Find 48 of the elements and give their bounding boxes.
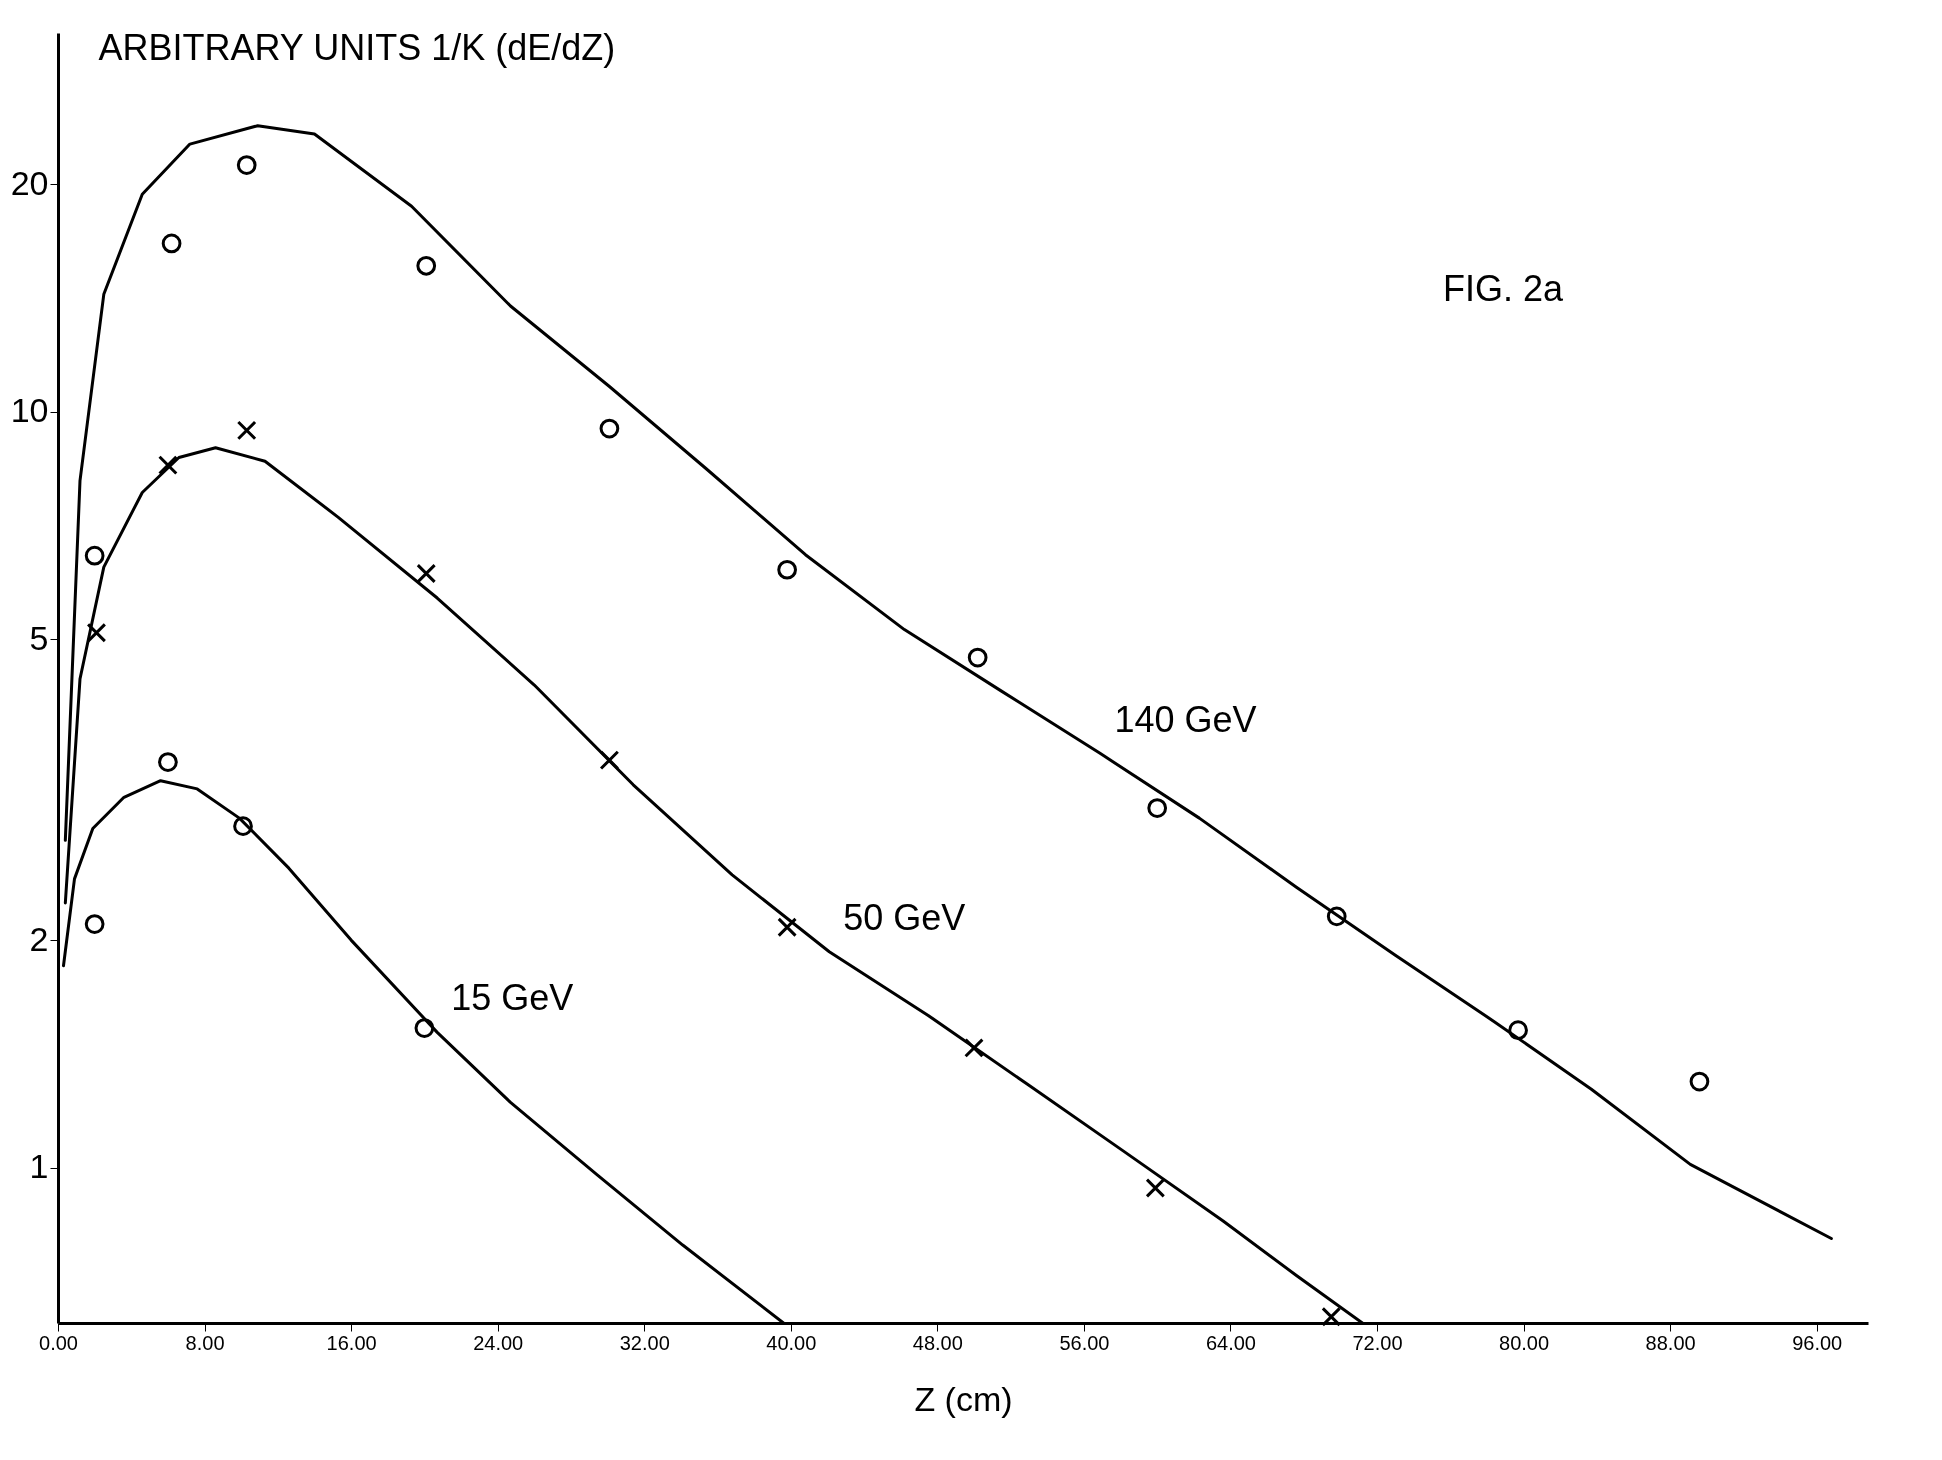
point xyxy=(967,647,988,668)
x-tick-label: 32.00 xyxy=(619,1331,670,1354)
x-tick-label: 8.00 xyxy=(185,1331,225,1354)
point xyxy=(84,545,105,566)
point xyxy=(777,559,797,580)
series-label: 50 GeV xyxy=(843,896,966,938)
y-tick-label: 5 xyxy=(29,618,49,657)
point xyxy=(1321,1306,1342,1327)
x-tick-label: 96.00 xyxy=(1792,1331,1843,1354)
x-axis-title: Z (cm) xyxy=(914,1379,1013,1418)
y-tick-label: 20 xyxy=(10,163,49,202)
x-tick-label: 72.00 xyxy=(1352,1331,1403,1354)
point xyxy=(777,917,797,938)
x-tick-label: 88.00 xyxy=(1645,1331,1696,1354)
point xyxy=(84,914,105,934)
point xyxy=(1689,1071,1710,1092)
point xyxy=(233,816,253,836)
point xyxy=(599,418,620,439)
point xyxy=(599,750,620,771)
x-tick-label: 16.00 xyxy=(326,1331,377,1354)
y-axis-title: ARBITRARY UNITS 1/K (dE/dZ) xyxy=(98,26,616,68)
point xyxy=(964,1038,984,1058)
point xyxy=(158,752,178,772)
point xyxy=(1147,798,1168,818)
point xyxy=(416,255,437,276)
point xyxy=(1326,906,1347,927)
y-tick-label: 1 xyxy=(29,1147,49,1186)
y-tick-label: 2 xyxy=(29,919,49,958)
point xyxy=(158,455,178,475)
point xyxy=(236,155,257,175)
annotation: FIG. 2a xyxy=(1442,268,1564,309)
point xyxy=(86,622,107,643)
x-tick-label: 24.00 xyxy=(473,1331,524,1354)
point xyxy=(1145,1178,1166,1198)
x-tick-label: 56.00 xyxy=(1059,1331,1110,1354)
x-tick-label: 48.00 xyxy=(912,1331,963,1354)
x-tick-label: 64.00 xyxy=(1205,1331,1256,1354)
point xyxy=(161,233,182,254)
point xyxy=(414,1018,435,1038)
x-tick-label: 40.00 xyxy=(766,1331,817,1354)
point xyxy=(236,420,257,441)
point xyxy=(416,563,437,584)
series-label: 15 GeV xyxy=(451,977,574,1019)
x-tick-label: 0.00 xyxy=(39,1331,78,1354)
series-label: 140 GeV xyxy=(1114,698,1257,740)
x-tick-label: 80.00 xyxy=(1499,1331,1550,1354)
point xyxy=(1508,1020,1528,1041)
y-tick-label: 10 xyxy=(10,391,49,430)
